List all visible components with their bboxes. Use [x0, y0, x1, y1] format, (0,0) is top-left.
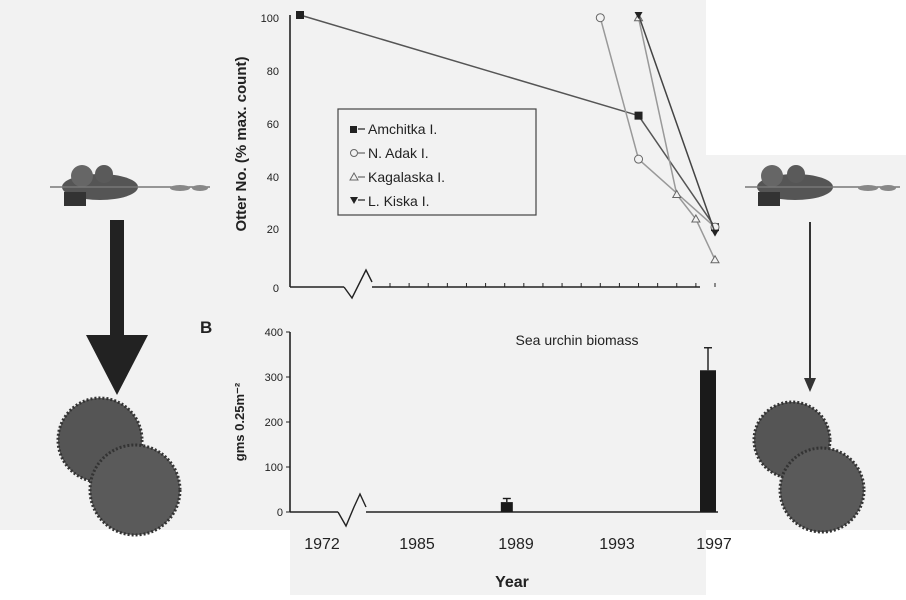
legend-label-amchitka: Amchitka I. — [368, 121, 437, 137]
urchin-y-axis: gms 0.25m⁻² 0 100 200 300 400 — [232, 327, 291, 519]
down-arrow-icon-small — [804, 222, 816, 392]
urchin-y-tick-label: 300 — [265, 372, 283, 384]
x-axis-title: Year — [495, 574, 529, 591]
legend-marker-open-triangle — [349, 171, 359, 181]
x-tick-label: 1972 — [304, 536, 340, 553]
sea-otter-illustration-left — [50, 165, 210, 206]
otter-y-tick-label: 60 — [267, 119, 279, 131]
urchin-y-tick-label: 400 — [265, 327, 283, 339]
urchin-bar — [700, 370, 716, 512]
otter-data-point — [711, 229, 719, 237]
urchin-y-tick-label: 0 — [277, 507, 283, 519]
otter-data-point — [634, 111, 643, 120]
otter-y-tick-label: 0 — [273, 283, 279, 295]
urchin-chart-title: Sea urchin biomass — [516, 332, 639, 348]
legend-item-l-kiska: L. Kiska I. — [350, 193, 429, 209]
otter-axis-break — [343, 268, 373, 300]
urchin-bar — [500, 502, 513, 512]
urchin-x-axis: 1972 1985 1989 1993 1997 Year — [290, 492, 732, 591]
urchin-y-tick-label: 100 — [265, 462, 283, 474]
urchin-panel-label: B — [200, 318, 212, 337]
x-tick-label: 1993 — [599, 536, 635, 553]
otter-y-tick-label: 20 — [267, 224, 279, 236]
otter-y-axis: Otter No. (% max. count) 0 20 40 60 80 1… — [233, 13, 291, 295]
legend-label-n-adak: N. Adak I. — [368, 145, 429, 161]
urchin-y-axis-label: gms 0.25m⁻² — [232, 382, 247, 461]
otter-y-tick-label: 40 — [267, 172, 279, 184]
sea-urchin-illustration-left — [56, 396, 182, 537]
otter-data-point — [671, 189, 682, 199]
sea-urchin-illustration-right — [752, 400, 866, 534]
bottom-panel-background — [290, 300, 706, 595]
legend-label-l-kiska: L. Kiska I. — [368, 193, 429, 209]
otter-data-point — [691, 213, 701, 223]
x-tick-label: 1997 — [696, 536, 732, 553]
otter-data-point — [634, 154, 644, 164]
otter-data-point — [296, 11, 304, 19]
otter-data-point — [634, 12, 643, 19]
legend-marker-filled-square — [350, 126, 357, 133]
otter-legend: Amchitka I. N. Adak I. Kagalaska I. L. K… — [337, 108, 537, 216]
legend-marker-open-circle — [350, 149, 358, 157]
otter-data-point — [710, 254, 720, 264]
otter-data-point — [595, 13, 605, 23]
legend-item-amchitka: Amchitka I. — [350, 121, 437, 137]
sea-otter-illustration-right — [745, 165, 900, 206]
otter-series-line — [637, 17, 716, 261]
urchin-axis-break — [337, 492, 367, 528]
urchin-y-tick-label: 200 — [265, 417, 283, 429]
otter-y-tick-label: 80 — [267, 66, 279, 78]
legend-item-kagalaska: Kagalaska I. — [349, 169, 445, 185]
x-tick-label: 1989 — [498, 536, 534, 553]
legend-item-n-adak: N. Adak I. — [350, 145, 429, 161]
down-arrow-icon-large — [86, 220, 148, 395]
otter-y-axis-label: Otter No. (% max. count) — [233, 56, 250, 231]
otter-y-tick-label: 100 — [261, 13, 279, 25]
urchin-chart: B Sea urchin biomass gms 0.25m⁻² 0 100 2… — [200, 318, 732, 591]
otter-chart: Otter No. (% max. count) 0 20 40 60 80 1… — [233, 11, 720, 300]
legend-marker-filled-triangle — [350, 197, 358, 204]
legend-label-kagalaska: Kagalaska I. — [368, 169, 445, 185]
otter-series-line — [637, 14, 716, 233]
x-tick-label: 1985 — [399, 536, 435, 553]
otter-x-axis — [290, 268, 716, 300]
